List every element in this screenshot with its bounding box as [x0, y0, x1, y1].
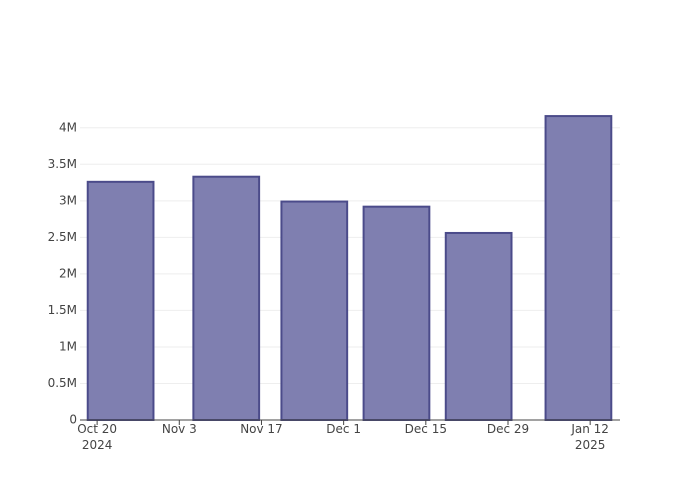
y-tick-label: 3.5M: [48, 157, 77, 171]
x-tick-label: Dec 1: [326, 422, 361, 436]
y-tick-label: 1.5M: [48, 303, 77, 317]
y-tick-label: 1M: [59, 339, 77, 353]
bar: [192, 175, 261, 421]
bar: [362, 205, 431, 421]
bar: [444, 231, 513, 421]
y-tick-label: 3M: [59, 193, 77, 207]
y-tick-label: 2.5M: [48, 230, 77, 244]
bar: [280, 200, 349, 421]
x-tick-label: Nov 3: [161, 422, 197, 436]
y-tick-label: 4M: [59, 120, 77, 134]
x-tick-label: Jan 12 2025: [571, 422, 609, 452]
bar: [544, 115, 613, 421]
y-tick-label: 0: [69, 413, 77, 427]
x-tick-label: Nov 17: [240, 422, 283, 436]
y-tick-label: 0.5M: [48, 376, 77, 390]
x-tick-label: Dec 29: [486, 422, 530, 436]
bar: [86, 180, 155, 421]
y-tick-label: 2M: [59, 266, 77, 280]
x-tick-label: Dec 15: [404, 422, 447, 436]
x-tick-label: Oct 20 2024: [77, 422, 118, 452]
